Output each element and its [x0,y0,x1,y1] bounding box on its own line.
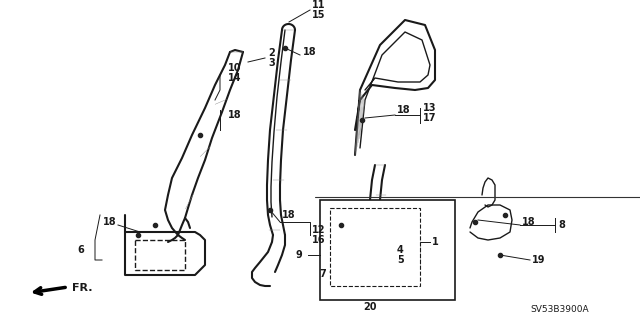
Text: 13: 13 [423,103,436,113]
Text: 16: 16 [312,235,326,245]
Text: 10: 10 [228,63,241,73]
Text: 20: 20 [364,302,377,312]
Text: FR.: FR. [72,283,93,293]
Text: 1: 1 [432,237,439,247]
Text: 15: 15 [312,10,326,20]
Text: SV53B3900A: SV53B3900A [531,306,589,315]
Text: 18: 18 [282,210,296,220]
Text: 8: 8 [558,220,565,230]
Text: 7: 7 [319,269,326,279]
Text: 18: 18 [303,47,317,57]
Text: 17: 17 [423,113,436,123]
Text: 11: 11 [312,0,326,10]
Text: 18: 18 [397,105,411,115]
Text: 6: 6 [77,245,84,255]
Text: 14: 14 [228,73,241,83]
Text: 18: 18 [103,217,116,227]
Text: 19: 19 [532,255,545,265]
Text: 18: 18 [522,217,536,227]
Text: 5: 5 [397,255,404,265]
Text: 12: 12 [312,225,326,235]
Text: 3: 3 [268,58,275,68]
Bar [320,200,455,300]
Text: 2: 2 [268,48,275,58]
Text: 4: 4 [397,245,404,255]
Text: 9: 9 [295,250,302,260]
Text: 18: 18 [228,110,242,120]
Bar [330,208,420,286]
